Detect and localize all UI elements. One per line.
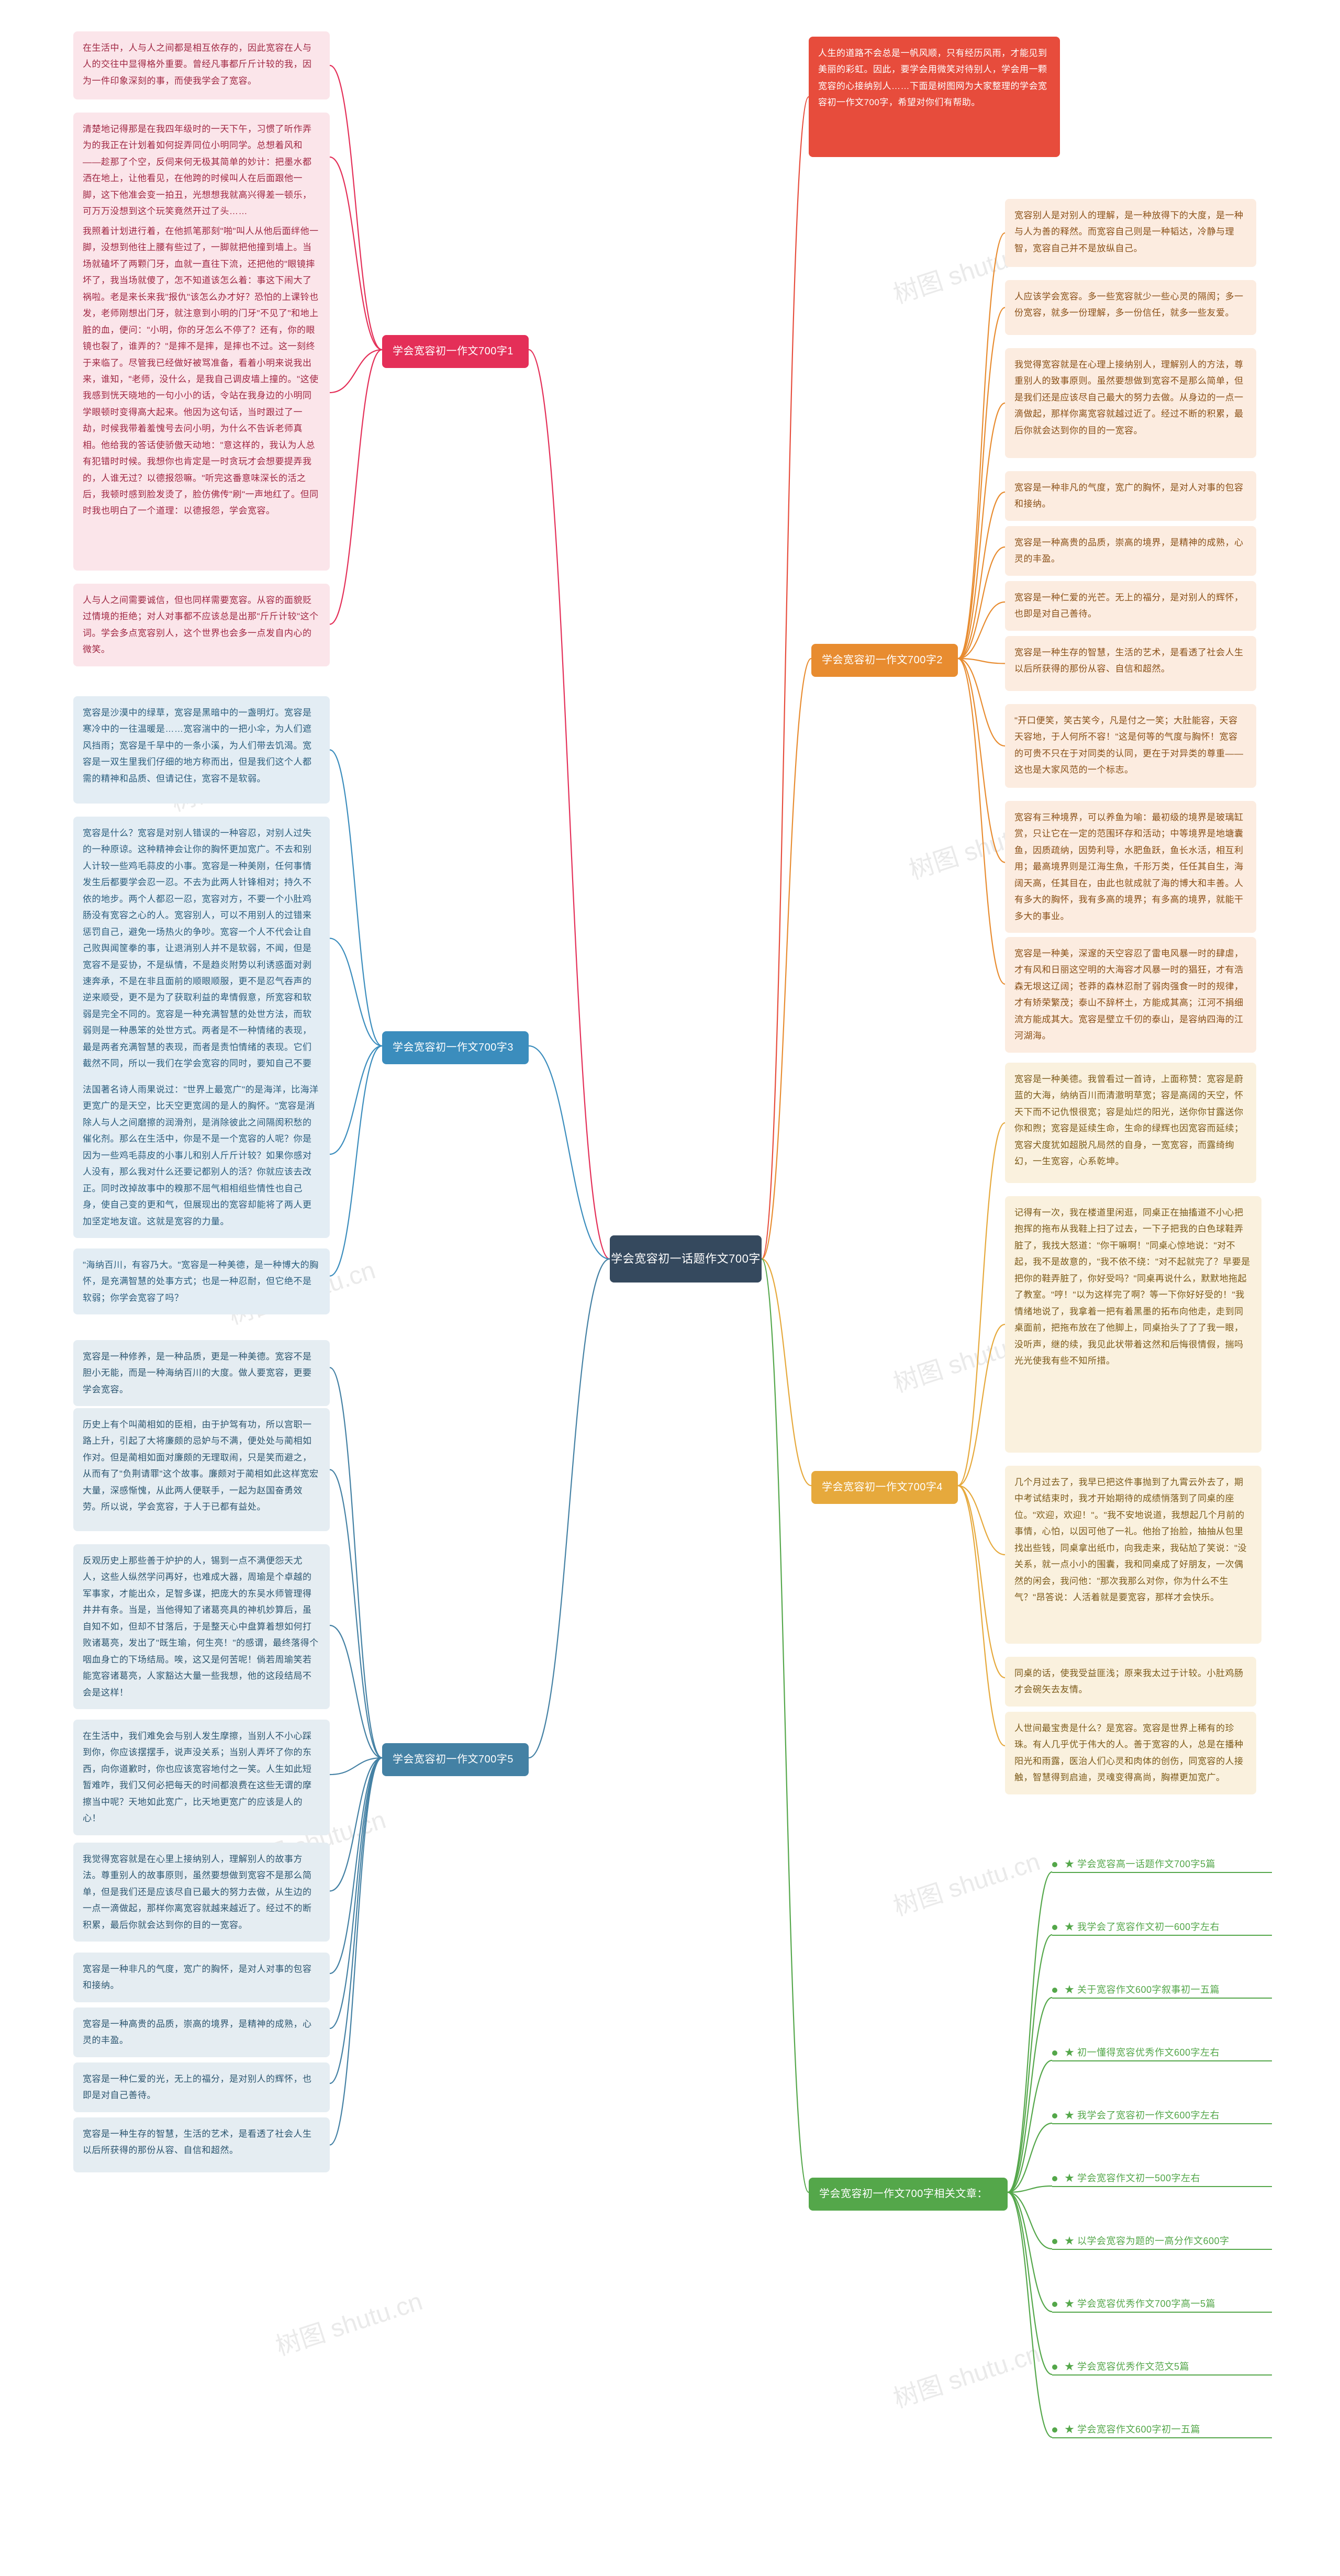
- bullet-leaf-6-7: ★ 学会宽容优秀作文700字高一5篇: [1052, 2293, 1215, 2316]
- branch-label-1: 学会宽容初一作文700字1: [382, 335, 529, 368]
- bullet-dot-icon: [1052, 2176, 1057, 2181]
- leaf-2-6: 宽容是一种生存的智慧，生活的艺术，是看透了社会人生以后所获得的那份从容、自信和超…: [1005, 636, 1256, 691]
- bullet-dot-icon: [1052, 2427, 1057, 2433]
- bullet-leaf-6-0: ★ 学会宽容高一话题作文700字5篇: [1052, 1853, 1215, 1876]
- branch-label-2: 学会宽容初一作文700字2: [811, 644, 958, 677]
- watermark: 树图 shutu.cn: [888, 2333, 1044, 2415]
- leaf-5-5: 宽容是一种非凡的气度，宽广的胸怀，是对人对事的包容和接纳。: [73, 1953, 330, 2002]
- bullet-text: ★ 学会宽容作文初一500字左右: [1065, 2173, 1200, 2183]
- bullet-leaf-6-3: ★ 初一懂得宽容优秀作文600字左右: [1052, 2042, 1220, 2065]
- leaf-1-3: 人与人之间需要诚信，但也同样需要宽容。从容的面貌贬过情境的拒绝；对人对事都不应该…: [73, 584, 330, 666]
- bullet-leaf-6-1: ★ 我学会了宽容作文初一600字左右: [1052, 1916, 1220, 1939]
- leaf-3-3: "海纳百川，有容乃大。"宽容是一种美德，是一种博大的胸怀，是充满智慧的处事方式；…: [73, 1248, 330, 1314]
- branch-label-3: 学会宽容初一作文700字3: [382, 1031, 529, 1064]
- bullet-leaf-6-2: ★ 关于宽容作文600字叙事初一五篇: [1052, 1979, 1220, 2002]
- leaf-5-0: 宽容是一种修养，是一种品质，更是一种美德。宽容不是胆小无能，而是一种海纳百川的大…: [73, 1340, 330, 1406]
- branch-label-4: 学会宽容初一作文700字4: [811, 1471, 958, 1504]
- bullet-dot-icon: [1052, 1925, 1057, 1930]
- bullet-leaf-6-6: ★ 以学会宽容为题的一高分作文600字: [1052, 2230, 1230, 2253]
- leaf-5-4: 我觉得宽容就是在心里上接纳别人，理解别人的故事方法。尊重别人的故事原则，虽然要想…: [73, 1843, 330, 1942]
- leaf-1-2: 我照着计划进行着，在他抓笔那刻"啪"叫人从他后面绊他一脚，没想到他往上腰有些过了…: [73, 215, 330, 571]
- leaf-4-1: 记得有一次，我在楼道里闲逛，同桌正在抽搐道不小心把抱挥的拖布从我鞋上扫了过去，一…: [1005, 1196, 1261, 1453]
- leaf-5-6: 宽容是一种高贵的品质，崇高的境界，是精神的成熟，心灵的丰盈。: [73, 2008, 330, 2057]
- branch-label-5: 学会宽容初一作文700字5: [382, 1743, 529, 1776]
- bullet-dot-icon: [1052, 2050, 1057, 2056]
- bullet-text: ★ 学会宽容作文600字初一五篇: [1065, 2424, 1200, 2435]
- leaf-2-3: 宽容是一种非凡的气度，宽广的胸怀，是对人对事的包容和接纳。: [1005, 471, 1256, 521]
- leaf-5-7: 宽容是一种仁爱的光，无上的福分，是对别人的辉怀，也即是对自己善待。: [73, 2062, 330, 2112]
- bullet-text: ★ 关于宽容作文600字叙事初一五篇: [1065, 1984, 1220, 1995]
- bullet-dot-icon: [1052, 2365, 1057, 2370]
- branch-label-6: 学会宽容初一作文700字相关文章：: [809, 2178, 1008, 2211]
- leaf-2-9: 宽容是一种美，深邃的天空容忍了雷电风暴一时的肆虐，才有风和日丽这空明的大海容才风…: [1005, 937, 1256, 1053]
- leaf-5-2: 反观历史上那些善于炉护的人，锡到一点不满便怨天尤人，这些人纵然学问再好，也难成大…: [73, 1544, 330, 1709]
- bullet-leaf-6-8: ★ 学会宽容优秀作文范文5篇: [1052, 2356, 1189, 2379]
- bullet-dot-icon: [1052, 2239, 1057, 2244]
- bullet-leaf-6-5: ★ 学会宽容作文初一500字左右: [1052, 2167, 1200, 2190]
- watermark: 树图 shutu.cn: [888, 1841, 1044, 1923]
- bullet-dot-icon: [1052, 2302, 1057, 2307]
- leaf-3-2: 法国著名诗人雨果说过："世界上最宽广"的是海洋，比海洋更宽广的是天空，比天空更宽…: [73, 1073, 330, 1238]
- leaf-2-5: 宽容是一种仁爱的光芒。无上的福分，是对别人的辉怀，也即是对自己善待。: [1005, 581, 1256, 631]
- bullet-text: ★ 初一懂得宽容优秀作文600字左右: [1065, 2047, 1220, 2058]
- leaf-4-4: 人世间最宝贵是什么？是宽容。宽容是世界上稀有的珍珠。有人几乎优于伟大的人。善于宽…: [1005, 1712, 1256, 1794]
- leaf-3-1: 宽容是什么？宽容是对别人错误的一种容忍，对别人过失的一种原谅。这种精神会让你的胸…: [73, 817, 330, 1097]
- leaf-5-8: 宽容是一种生存的智慧，生活的艺术，是看透了社会人生以后所获得的那份从容、自信和超…: [73, 2117, 330, 2172]
- leaf-2-0: 宽容别人是对别人的理解，是一种放得下的大度，是一种与人为善的释然。而宽容自己则是…: [1005, 199, 1256, 267]
- leaf-2-1: 人应该学会宽容。多一些宽容就少一些心灵的隔阂；多一份宽容，就多一份理解，多一份信…: [1005, 280, 1256, 335]
- leaf-5-3: 在生活中，我们难免会与别人发生摩擦，当别人不小心踩到你，你应该摆摆手，说声没关系…: [73, 1720, 330, 1835]
- leaf-0-0: 人生的道路不会总是一帆风顺，只有经历风雨，才能见到美丽的彩虹。因此，要学会用微笑…: [809, 37, 1060, 157]
- leaf-5-1: 历史上有个叫蔺相如的臣相，由于护驾有功，所以宫职一路上升，引起了大将廉颇的忌妒与…: [73, 1408, 330, 1531]
- leaf-2-2: 我觉得宽容就是在心理上接纳别人，理解别人的方法，尊重别人的致事原则。虽然要想做到…: [1005, 348, 1256, 458]
- leaf-1-1: 清楚地记得那是在我四年级时的一天下午，习惯了听作弄为的我正在计划着如何捉弄同位小…: [73, 113, 330, 228]
- leaf-2-7: "开口便笑，笑古笑今，凡是付之一笑；大肚能容，天容天容地，于人何所不容！"这是何…: [1005, 704, 1256, 788]
- bullet-leaf-6-4: ★ 我学会了宽容初一作文600字左右: [1052, 2104, 1220, 2127]
- bullet-dot-icon: [1052, 1862, 1057, 1867]
- bullet-dot-icon: [1052, 2113, 1057, 2118]
- leaf-1-0: 在生活中，人与人之间都是相互依存的，因此宽容在人与人的交往中显得格外重要。曾经凡…: [73, 31, 330, 99]
- leaf-4-3: 同桌的话，使我受益匪浅；原来我太过于计较。小肚鸡肠才会碗矢去友情。: [1005, 1657, 1256, 1707]
- bullet-text: ★ 以学会宽容为题的一高分作文600字: [1065, 2236, 1230, 2246]
- leaf-4-2: 几个月过去了，我早已把这件事抛到了九霄云外去了，期中考试结束时，我才开始期待的成…: [1005, 1466, 1261, 1644]
- watermark: 树图 shutu.cn: [270, 2281, 426, 2362]
- leaf-2-4: 宽容是一种高贵的品质，崇高的境界，是精神的成熟，心灵的丰盈。: [1005, 526, 1256, 576]
- bullet-text: ★ 学会宽容高一话题作文700字5篇: [1065, 1859, 1215, 1869]
- leaf-2-8: 宽容有三种境界，可以养鱼为喻：最初级的境界是玻璃缸赏，只让它在一定的范围环存和活…: [1005, 801, 1256, 933]
- bullet-text: ★ 学会宽容优秀作文范文5篇: [1065, 2361, 1189, 2372]
- bullet-dot-icon: [1052, 1988, 1057, 1993]
- leaf-4-0: 宽容是一种美德。我曾看过一首诗，上面称赞：宽容是蔚蓝的大海，纳纳百川而清澈明草宽…: [1005, 1063, 1256, 1183]
- bullet-text: ★ 我学会了宽容作文初一600字左右: [1065, 1922, 1220, 1932]
- leaf-3-0: 宽容是沙漠中的绿草，宽容是黑暗中的一盏明灯。宽容是寒冷中的一往温暖是……宽容湍中…: [73, 696, 330, 804]
- bullet-text: ★ 我学会了宽容初一作文600字左右: [1065, 2110, 1220, 2121]
- bullet-leaf-6-9: ★ 学会宽容作文600字初一五篇: [1052, 2418, 1200, 2441]
- bullet-text: ★ 学会宽容优秀作文700字高一5篇: [1065, 2299, 1215, 2309]
- root-node: 学会宽容初一话题作文700字: [610, 1235, 762, 1283]
